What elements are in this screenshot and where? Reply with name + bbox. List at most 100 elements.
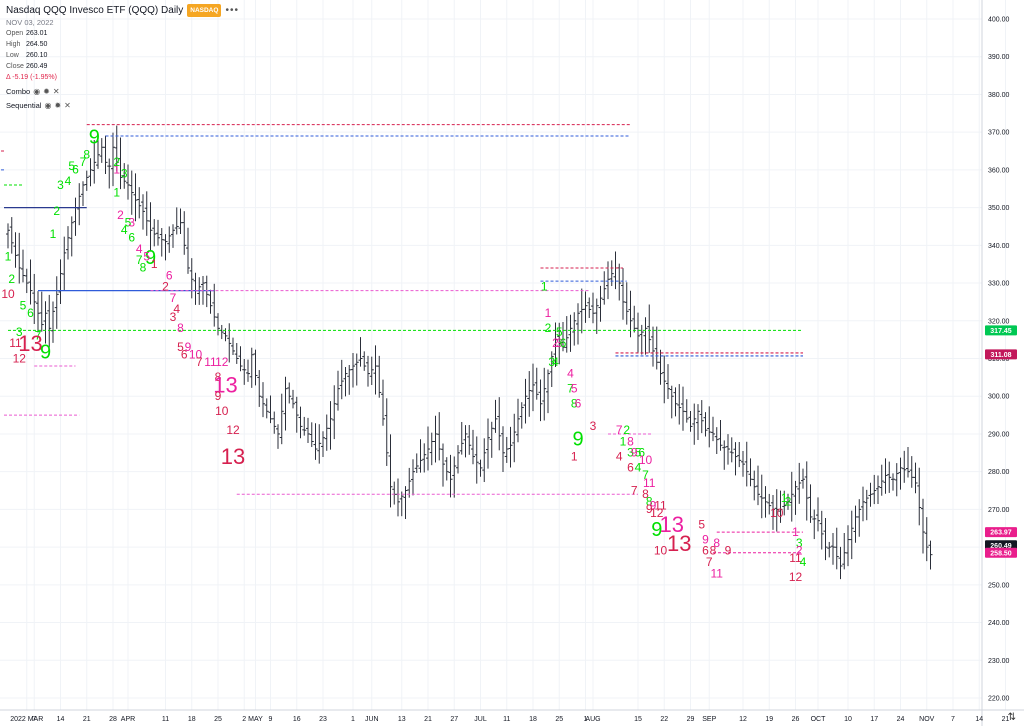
exchange-badge: NASDAQ [187, 4, 222, 17]
gear-icon[interactable]: ✹ [54, 101, 62, 110]
price-tag-label: 258.50 [990, 550, 1012, 557]
sequential-count-label: 11 [204, 355, 217, 369]
x-tick-label: 25 [214, 716, 222, 723]
ohlc-block: Open 263.01 High 264.50 Low 260.10 Close 260… [6, 28, 239, 83]
sequential-count-label: 12 [13, 351, 27, 365]
sequential-count-label: 4 [65, 174, 72, 188]
sequential-count-label: 11 [654, 498, 667, 512]
sequential-count-label: 4 [121, 223, 128, 237]
change-value: Δ -5.19 (-1.95%) [6, 74, 57, 81]
sequential-count-label: 2 [162, 280, 169, 294]
sequential-count-label: 1 [151, 257, 158, 271]
price-tag-bg [985, 349, 1017, 360]
sequential-count-label: 4 [552, 355, 559, 369]
y-tick-label: 340.00 [988, 243, 1010, 250]
x-tick-label: 7 [32, 716, 36, 723]
sequential-count-label: 2 [785, 495, 792, 509]
x-tick-label: JUN [365, 716, 379, 723]
sequential-count-label: 9 [725, 544, 732, 558]
x-tick-label: 26 [792, 716, 800, 723]
ohlc-open-value: 263.01 [26, 30, 48, 37]
sequential-count-label: 9 [651, 519, 662, 541]
x-tick-label: NOV [919, 716, 935, 723]
sequential-count-label: 6 [181, 348, 188, 362]
x-tick-label: 18 [529, 716, 537, 723]
ohlc-close-value: 260.49 [26, 63, 48, 70]
eye-icon[interactable]: ◉ [44, 101, 52, 110]
sequential-count-label: 8 [642, 487, 649, 501]
x-tick-label: 27 [450, 716, 458, 723]
sequential-count-label: 2 [53, 204, 60, 218]
sequential-count-label: 8 [215, 370, 222, 384]
sequential-count-label: 8 [177, 321, 184, 335]
x-tick-label: APR [121, 716, 135, 723]
indicator-combo[interactable]: Combo ◉ ✹ ✕ [6, 86, 239, 97]
y-tick-label: 350.00 [988, 205, 1010, 212]
sequential-count-label: 11 [711, 566, 724, 580]
eye-icon[interactable]: ◉ [33, 87, 41, 96]
sequential-count-label: 1 [781, 491, 788, 505]
sequential-count-label: 8 [646, 495, 653, 509]
sequential-count-label: 3 [556, 336, 563, 350]
sequential-count-label: 7 [35, 329, 42, 343]
price-tag-label: 317.45 [990, 328, 1012, 335]
y-tick-label: 270.00 [988, 507, 1010, 514]
x-tick-label: 11 [162, 716, 169, 723]
indicator-label: Combo [6, 87, 31, 96]
x-tick-label: 1 [351, 716, 355, 723]
x-tick-label: 22 [660, 716, 668, 723]
close-icon[interactable]: ✕ [52, 87, 60, 96]
ohlc-key: Open [6, 30, 24, 37]
price-tag-label: 311.08 [990, 352, 1011, 359]
adjust-axis-icon[interactable]: ⇅ [1007, 712, 1016, 723]
sequential-count-label: 1 [113, 163, 120, 177]
x-tick-label: 1 [584, 716, 588, 723]
more-dots-icon[interactable]: ••• [225, 5, 239, 16]
y-tick-label: 360.00 [988, 167, 1010, 174]
sequential-count-label: 3 [16, 325, 23, 339]
sequential-count-label: 5 [20, 298, 27, 312]
sequential-count-label: 1 [792, 525, 799, 539]
x-tick-label: 2022 MAR [10, 716, 43, 723]
y-tick-label: 380.00 [988, 92, 1010, 99]
sequential-count-label: 10 [654, 544, 668, 558]
header-date: NOV 03, 2022 [6, 18, 54, 27]
sequential-count-label: 3 [121, 166, 128, 180]
sequential-count-label: 6 [560, 336, 567, 350]
x-tick-label: MAY [248, 716, 263, 723]
sequential-count-label: 7 [136, 253, 143, 267]
symbol-title[interactable]: Nasdaq QQQ Invesco ETF (QQQ) Daily [6, 5, 184, 16]
sequential-count-label: 2 [623, 423, 630, 437]
sequential-count-label: 8 [710, 544, 717, 558]
y-tick-label: 310.00 [988, 356, 1010, 363]
sequential-count-label: 4 [800, 555, 807, 569]
y-tick-label: 320.00 [988, 318, 1010, 325]
close-icon[interactable]: ✕ [64, 101, 71, 110]
y-tick-label: 240.00 [988, 620, 1010, 627]
sequential-count-label: 7 [706, 555, 713, 569]
sequential-count-label: 6 [575, 397, 582, 411]
sequential-count-label: 13 [221, 444, 245, 469]
gear-icon[interactable]: ✹ [43, 87, 50, 96]
x-tick-label: 14 [975, 716, 983, 723]
sequential-count-label: 3 [170, 310, 177, 324]
sequential-count-label: 1 [571, 449, 578, 463]
sequential-count-label: 6 [638, 446, 645, 460]
ohlc-high-value: 264.50 [26, 41, 48, 48]
x-tick-label: 15 [634, 716, 642, 723]
indicator-sequential[interactable]: Sequential ◉ ✹ ✕ [6, 100, 239, 111]
sequential-count-label: 2 [552, 336, 559, 350]
x-tick-label: 29 [687, 716, 695, 723]
sequential-count-label: 12 [226, 423, 240, 437]
sequential-count-label: 12 [650, 506, 664, 520]
sequential-count-label: 13 [667, 531, 691, 556]
sequential-count-label: 7 [80, 155, 87, 169]
sequential-count-label: 1 [541, 280, 548, 294]
sequential-count-label: 9 [215, 389, 222, 403]
sequential-count-label: 8 [571, 397, 578, 411]
sequential-count-label: 8 [627, 434, 634, 448]
x-tick-label: 12 [739, 716, 747, 723]
sequential-count-label: 6 [72, 163, 79, 177]
ohlc-key: Close [6, 63, 24, 70]
